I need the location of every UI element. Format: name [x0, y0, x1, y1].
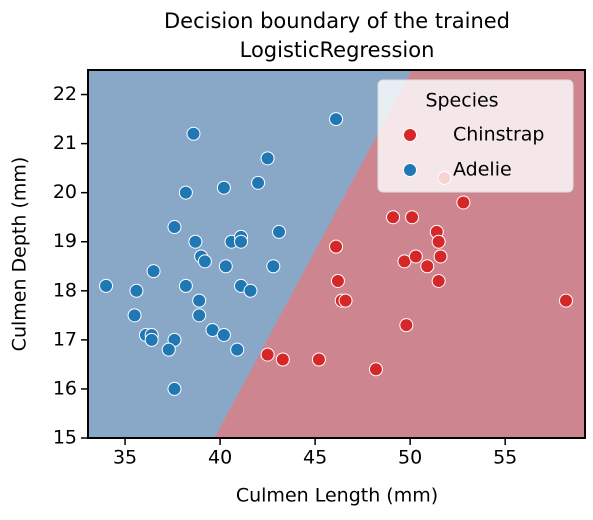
legend: Species Chinstrap Adelie: [377, 79, 574, 193]
point: [338, 293, 353, 308]
point: [230, 342, 245, 357]
y-axis-label: Culmen Depth (mm): [9, 157, 31, 352]
point: [330, 273, 345, 288]
x-tick-label: 55: [493, 447, 517, 469]
point: [386, 210, 401, 225]
point: [216, 180, 231, 195]
point: [431, 234, 446, 249]
y-tick-label: 18: [53, 279, 77, 301]
point: [266, 259, 281, 274]
y-tick-label: 16: [53, 377, 77, 399]
points: [99, 112, 573, 396]
point: [233, 234, 248, 249]
point: [167, 381, 182, 396]
legend-label: Chinstrap: [453, 124, 545, 146]
point: [433, 249, 448, 264]
point: [188, 234, 203, 249]
point: [218, 259, 233, 274]
y-tick-label: 19: [53, 230, 77, 252]
point: [456, 195, 471, 210]
x-tick-label: 40: [208, 447, 232, 469]
point: [144, 332, 159, 347]
point: [329, 239, 344, 254]
x-tick-label: 35: [113, 447, 137, 469]
point: [186, 126, 201, 141]
point: [405, 210, 420, 225]
point: [558, 293, 573, 308]
chart-title: LogisticRegression: [240, 38, 435, 62]
point: [329, 112, 344, 127]
point: [368, 362, 383, 377]
point: [146, 264, 161, 279]
plot-frame: [87, 69, 586, 439]
point: [129, 283, 144, 298]
point: [260, 347, 275, 362]
x-tick-label: 45: [303, 447, 327, 469]
point: [431, 273, 446, 288]
point: [99, 278, 114, 293]
legend-marker: [403, 163, 417, 177]
point: [311, 352, 326, 367]
y-tick-label: 22: [53, 83, 77, 105]
point: [408, 249, 423, 264]
point: [216, 327, 231, 342]
x-tick-label: 50: [398, 447, 422, 469]
legend-title: Species: [425, 90, 498, 112]
point: [192, 293, 207, 308]
legend-marker: [403, 128, 417, 142]
point: [192, 308, 207, 323]
legend-box: [377, 79, 574, 193]
point: [272, 224, 287, 239]
point: [243, 283, 258, 298]
point: [197, 254, 212, 269]
chart-title: Decision boundary of the trained: [164, 9, 510, 33]
point: [178, 278, 193, 293]
point: [260, 151, 275, 166]
point: [167, 220, 182, 235]
point: [251, 175, 266, 190]
point: [178, 185, 193, 200]
y-tick-label: 20: [53, 181, 77, 203]
x-axis-label: Culmen Length (mm): [236, 485, 438, 507]
point: [399, 318, 414, 333]
point: [275, 352, 290, 367]
point: [127, 308, 142, 323]
legend-label: Adelie: [453, 159, 512, 181]
y-tick-label: 17: [53, 328, 77, 350]
y-tick-label: 15: [53, 427, 77, 449]
point: [420, 259, 435, 274]
point: [161, 342, 176, 357]
y-tick-label: 21: [53, 132, 77, 154]
